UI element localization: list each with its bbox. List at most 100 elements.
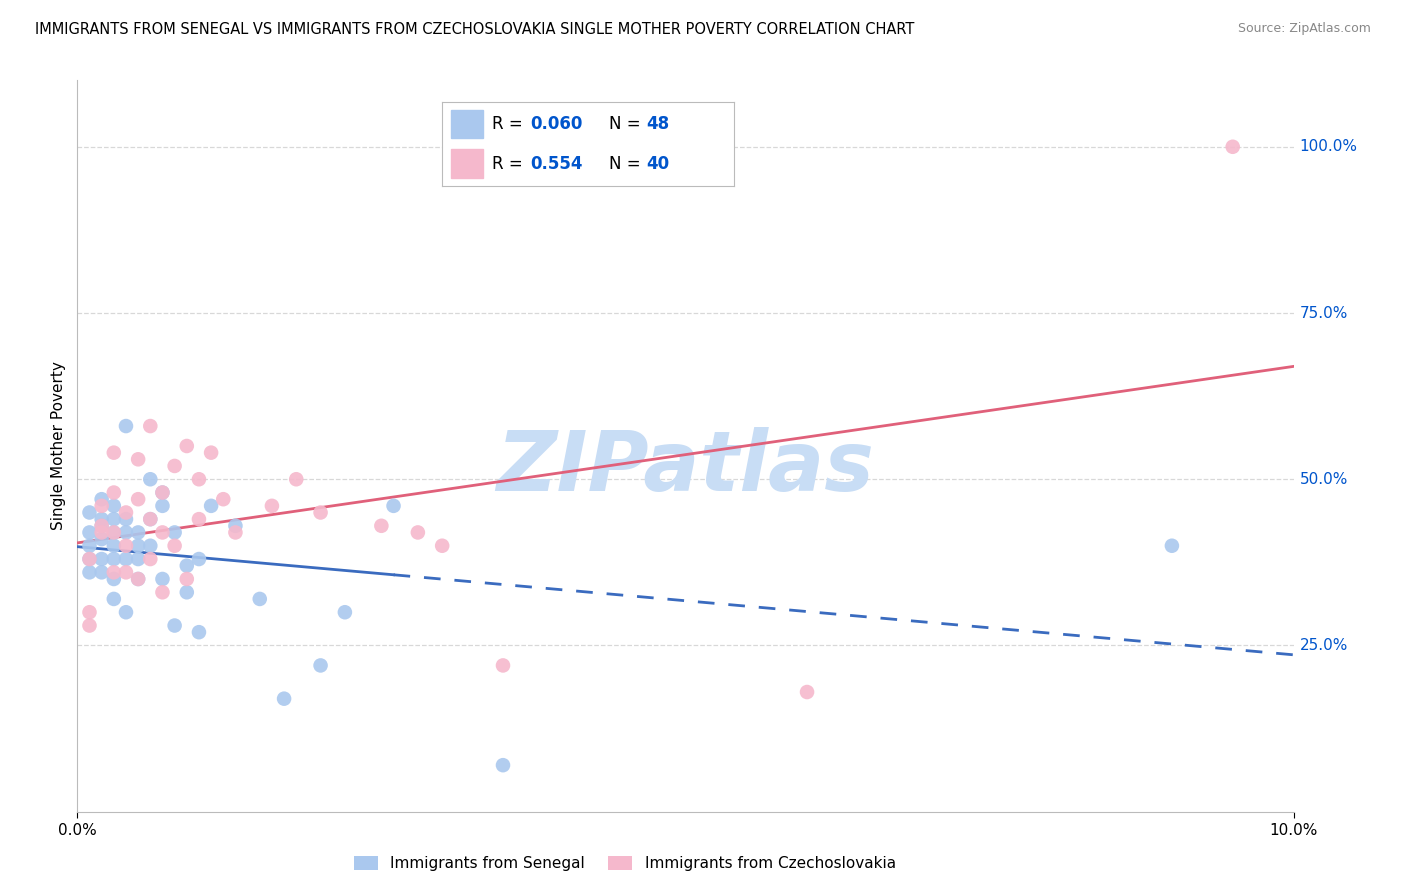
Point xyxy=(188,472,211,486)
Point xyxy=(796,685,818,699)
Point xyxy=(139,512,162,526)
Point xyxy=(139,419,162,434)
Point xyxy=(115,525,138,540)
Text: 100.0%: 100.0% xyxy=(1299,139,1358,154)
Point xyxy=(127,539,149,553)
Point xyxy=(103,539,125,553)
Point xyxy=(103,499,125,513)
Point xyxy=(176,439,198,453)
Text: 0.060: 0.060 xyxy=(530,115,582,133)
Point xyxy=(152,572,174,586)
Y-axis label: Single Mother Poverty: Single Mother Poverty xyxy=(51,361,66,531)
Point xyxy=(188,512,211,526)
Bar xyxy=(451,110,484,138)
Point xyxy=(492,658,515,673)
Point xyxy=(79,552,101,566)
Point xyxy=(90,525,112,540)
Text: 75.0%: 75.0% xyxy=(1299,306,1348,320)
Point xyxy=(163,618,186,632)
Point xyxy=(90,566,112,580)
Point xyxy=(90,532,112,546)
Point xyxy=(79,539,101,553)
Point xyxy=(139,539,162,553)
Point xyxy=(309,506,332,520)
Point xyxy=(200,445,222,459)
Text: 40: 40 xyxy=(647,154,669,173)
Point xyxy=(224,525,246,540)
Point xyxy=(492,758,515,772)
Point xyxy=(103,591,125,606)
Text: ZIPatlas: ZIPatlas xyxy=(496,427,875,508)
Text: IMMIGRANTS FROM SENEGAL VS IMMIGRANTS FROM CZECHOSLOVAKIA SINGLE MOTHER POVERTY : IMMIGRANTS FROM SENEGAL VS IMMIGRANTS FR… xyxy=(35,22,914,37)
Point xyxy=(103,552,125,566)
Point xyxy=(152,485,174,500)
Point xyxy=(103,485,125,500)
Point xyxy=(127,572,149,586)
Point xyxy=(152,485,174,500)
Point xyxy=(115,605,138,619)
Point xyxy=(260,499,283,513)
Text: N =: N = xyxy=(609,115,645,133)
Point xyxy=(163,539,186,553)
Point xyxy=(163,525,186,540)
Point xyxy=(90,499,112,513)
Point xyxy=(115,506,138,520)
Point xyxy=(79,618,101,632)
Point xyxy=(139,472,162,486)
Point xyxy=(152,525,174,540)
Point xyxy=(212,492,235,507)
Point xyxy=(115,552,138,566)
Point xyxy=(176,585,198,599)
Point xyxy=(188,625,211,640)
Point xyxy=(103,445,125,459)
Point xyxy=(127,552,149,566)
Point xyxy=(309,658,332,673)
Point xyxy=(152,499,174,513)
Point xyxy=(115,539,138,553)
Point xyxy=(139,552,162,566)
Point xyxy=(90,552,112,566)
Point xyxy=(79,552,101,566)
Legend: Immigrants from Senegal, Immigrants from Czechoslovakia: Immigrants from Senegal, Immigrants from… xyxy=(347,849,901,877)
Point xyxy=(127,525,149,540)
Point xyxy=(115,419,138,434)
Point xyxy=(90,518,112,533)
Point xyxy=(103,525,125,540)
Text: Source: ZipAtlas.com: Source: ZipAtlas.com xyxy=(1237,22,1371,36)
Point xyxy=(224,518,246,533)
Point xyxy=(103,572,125,586)
Point xyxy=(200,499,222,513)
Point xyxy=(163,458,186,473)
Point xyxy=(249,591,271,606)
Point xyxy=(430,539,453,553)
Point xyxy=(370,518,392,533)
Point xyxy=(79,506,101,520)
Point xyxy=(79,525,101,540)
Point xyxy=(103,566,125,580)
Point xyxy=(152,585,174,599)
Point xyxy=(176,572,198,586)
Text: R =: R = xyxy=(492,115,527,133)
Point xyxy=(127,452,149,467)
Point xyxy=(188,552,211,566)
Point xyxy=(139,512,162,526)
Point xyxy=(79,605,101,619)
Point xyxy=(1222,140,1244,154)
Text: R =: R = xyxy=(492,154,527,173)
Point xyxy=(103,525,125,540)
Text: 50.0%: 50.0% xyxy=(1299,472,1348,487)
Point xyxy=(382,499,405,513)
Point xyxy=(406,525,429,540)
Point xyxy=(285,472,308,486)
Point xyxy=(1161,539,1184,553)
Point xyxy=(90,512,112,526)
Bar xyxy=(451,149,484,178)
Point xyxy=(90,518,112,533)
Text: N =: N = xyxy=(609,154,645,173)
Point xyxy=(90,492,112,507)
Text: 25.0%: 25.0% xyxy=(1299,638,1348,653)
Point xyxy=(115,566,138,580)
Point xyxy=(176,558,198,573)
Point xyxy=(273,691,295,706)
Point xyxy=(333,605,356,619)
